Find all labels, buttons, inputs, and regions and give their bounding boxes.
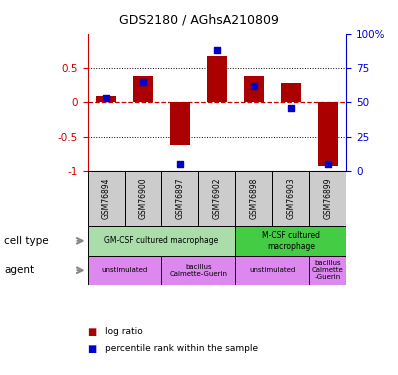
Bar <box>244 76 264 102</box>
Bar <box>170 102 190 145</box>
Text: GSM76902: GSM76902 <box>213 178 221 219</box>
Text: GSM76897: GSM76897 <box>176 178 184 219</box>
Point <box>140 79 146 85</box>
Text: M-CSF cultured
macrophage: M-CSF cultured macrophage <box>262 231 320 251</box>
Bar <box>199 171 235 226</box>
Point <box>325 161 331 167</box>
Bar <box>125 171 162 226</box>
Bar <box>309 171 346 226</box>
Text: bacillus
Calmette
-Guerin: bacillus Calmette -Guerin <box>312 260 343 280</box>
Text: GSM76900: GSM76900 <box>139 178 148 219</box>
Point <box>251 83 257 89</box>
Text: unstimulated: unstimulated <box>101 267 148 273</box>
Point <box>103 95 109 101</box>
Bar <box>281 83 301 102</box>
Point <box>214 47 220 53</box>
Text: log ratio: log ratio <box>105 327 143 336</box>
Text: ■: ■ <box>88 327 97 337</box>
Text: GDS2180 / AGhsA210809: GDS2180 / AGhsA210809 <box>119 13 279 26</box>
Bar <box>235 255 309 285</box>
Bar <box>318 102 338 166</box>
Bar <box>207 56 227 102</box>
Point <box>177 161 183 167</box>
Text: ■: ■ <box>88 344 97 354</box>
Text: GM-CSF cultured macrophage: GM-CSF cultured macrophage <box>104 236 219 245</box>
Bar <box>88 226 235 255</box>
Bar <box>88 255 162 285</box>
Bar <box>235 171 272 226</box>
Bar <box>133 76 153 102</box>
Bar <box>235 226 346 255</box>
Point <box>288 105 294 111</box>
Bar <box>309 255 346 285</box>
Bar <box>162 171 199 226</box>
Bar <box>96 96 116 102</box>
Text: percentile rank within the sample: percentile rank within the sample <box>105 344 259 353</box>
Bar <box>88 171 125 226</box>
Text: unstimulated: unstimulated <box>249 267 295 273</box>
Text: GSM76898: GSM76898 <box>250 178 258 219</box>
Text: agent: agent <box>4 265 34 275</box>
Text: GSM76903: GSM76903 <box>286 178 295 219</box>
Text: GSM76894: GSM76894 <box>101 178 111 219</box>
Bar <box>162 255 235 285</box>
Text: bacillus
Calmette-Guerin: bacillus Calmette-Guerin <box>170 264 227 277</box>
Text: GSM76899: GSM76899 <box>323 178 332 219</box>
Text: cell type: cell type <box>4 236 49 246</box>
Bar <box>272 171 309 226</box>
